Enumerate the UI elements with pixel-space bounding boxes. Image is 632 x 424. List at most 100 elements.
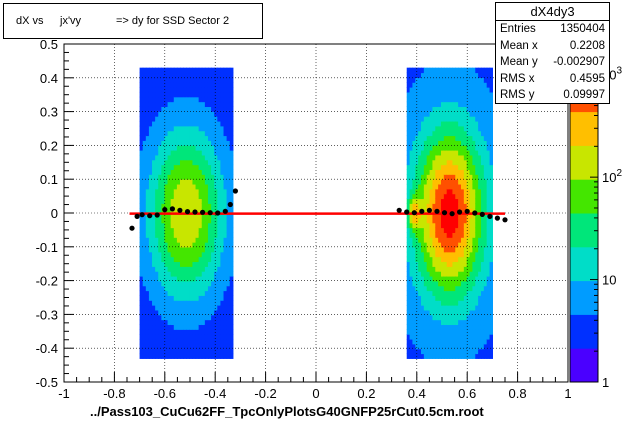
heatmap-cell [483,314,488,321]
heatmap-cell [176,251,181,258]
heatmap-cell [480,261,485,267]
heatmap-cell [145,183,150,190]
heatmap-cell [223,106,228,112]
heatmap-cell [220,266,225,272]
heatmap-cell [415,232,419,238]
heatmap-cell [455,222,459,229]
heatmap-cell [207,251,212,258]
heatmap-cell [220,271,225,277]
heatmap-cell [164,135,169,141]
heatmap-cell [223,266,228,272]
heatmap-cell [217,295,222,301]
heatmap-cell [207,193,212,200]
heatmap-cell [204,295,209,301]
heatmap-cell [158,300,162,306]
heatmap-cell [421,271,425,277]
heatmap-cell [480,111,485,117]
heatmap-cell [409,183,414,190]
heatmap-cell [201,242,206,248]
heatmap-cell [161,251,166,258]
heatmap-cell [161,159,166,166]
heatmap-cell [440,111,445,117]
heatmap-cell [406,91,411,98]
heatmap-cell [423,169,428,175]
heatmap-cell [466,343,471,350]
palette-tick-label: 102 [602,168,622,185]
heatmap-cell [406,290,411,296]
heatmap-cell [412,271,416,277]
heatmap-cell [207,285,212,292]
heatmap-cell [489,334,493,340]
heatmap-cell [207,125,212,132]
heatmap-cell [226,188,231,195]
heatmap-cell [463,290,468,296]
heatmap-cell [409,275,414,282]
heatmap-cell [183,183,187,190]
heatmap-cell [475,77,479,83]
heatmap-cell [139,232,144,238]
heatmap-cell [142,174,147,180]
heatmap-cell [173,169,178,175]
heatmap-cell [472,154,476,161]
heatmap-cell [217,111,222,117]
heatmap-cell [486,353,491,359]
heatmap-cell [418,159,422,166]
heatmap-cell [440,232,445,238]
heatmap-cell [142,198,147,204]
heatmap-cell [423,261,428,267]
heatmap-cell [195,261,200,267]
heatmap-cell [440,101,445,108]
heatmap-cell [142,179,147,185]
heatmap-cell [226,261,231,267]
heatmap-cell [426,198,431,204]
heatmap-cell [486,154,491,161]
heatmap-cell [429,348,434,355]
heatmap-cell [142,251,147,258]
heatmap-cell [214,251,218,258]
heatmap-cell [455,319,459,326]
heatmap-cell [217,203,222,209]
heatmap-cell [443,338,448,345]
heatmap-cell [409,208,414,214]
heatmap-cell [192,305,197,311]
heatmap-cell [167,106,172,112]
heatmap-cell [180,213,184,219]
stats-value: 0.2208 [569,40,605,52]
heatmap-cell [161,135,166,141]
heatmap-cell [455,154,459,161]
heatmap-cell [432,208,436,214]
heatmap-cell [170,343,175,350]
heatmap-cell [217,275,222,282]
heatmap-cell [198,280,203,287]
heatmap-cell [170,154,175,161]
heatmap-cell [220,111,225,117]
heatmap-cell [145,324,150,330]
heatmap-cell [409,174,414,180]
heatmap-cell [217,188,222,195]
profile-point [457,209,463,215]
heatmap-cell [489,145,493,151]
heatmap-cell [455,179,459,185]
heatmap-cell [426,125,431,132]
heatmap-cell [432,305,436,311]
heatmap-cell [421,150,425,156]
heatmap-cell [139,96,144,103]
heatmap-cell [158,159,162,166]
heatmap-cell [429,222,434,229]
heatmap-cell [217,309,222,316]
heatmap-cell [170,237,175,243]
heatmap-cell [201,179,206,185]
heatmap-cell [483,203,488,209]
x-tick-label: 0.2 [357,386,375,401]
heatmap-cell [418,164,422,170]
heatmap-cell [486,266,491,272]
heatmap-cell [217,164,222,170]
heatmap-cell [167,135,172,141]
heatmap-cell [158,275,162,282]
heatmap-cell [217,169,222,175]
heatmap-cell [158,217,162,224]
heatmap-cell [170,140,175,146]
heatmap-cell [429,183,434,190]
heatmap-cell [418,145,422,151]
heatmap-cell [443,246,448,253]
